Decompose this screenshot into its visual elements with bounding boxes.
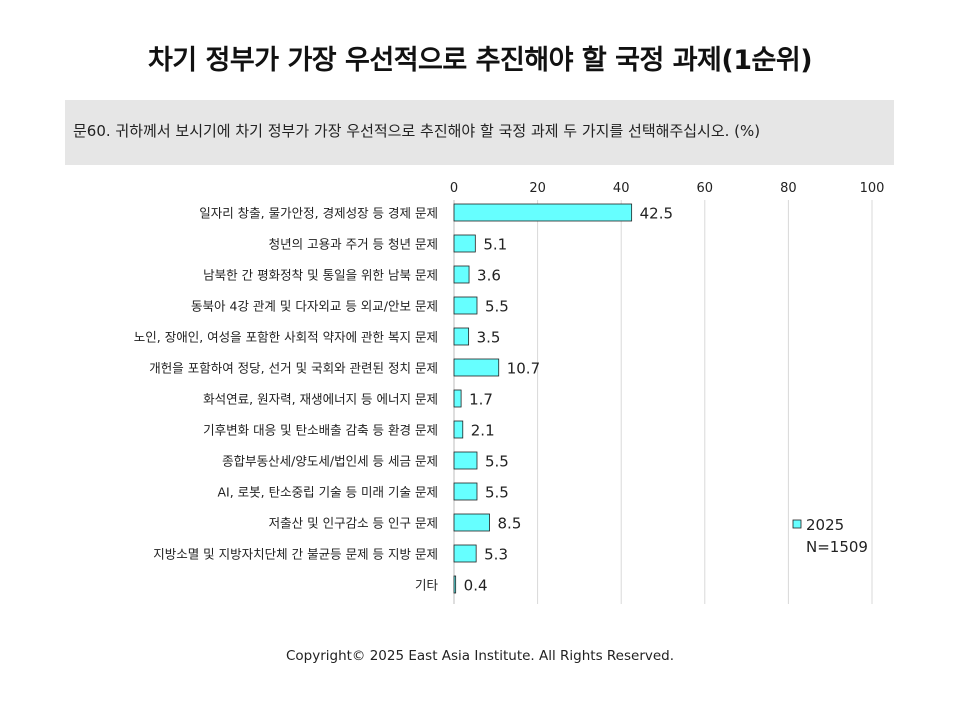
legend-series-name: 2025	[806, 516, 844, 534]
bar	[453, 513, 490, 532]
category-label: 지방소멸 및 지방자치단체 간 불균등 문제 등 지방 문제	[153, 547, 438, 562]
bar	[453, 265, 470, 284]
bar	[453, 234, 476, 253]
data-label: 42.5	[640, 205, 673, 223]
x-tick-label: 40	[613, 181, 630, 196]
category-label: 종합부동산세/양도세/법인세 등 세금 문제	[222, 454, 438, 469]
category-label: 청년의 고용과 주거 등 청년 문제	[269, 237, 438, 252]
x-tick-label: 0	[450, 181, 458, 196]
category-label: 일자리 창출, 물가안정, 경제성장 등 경제 문제	[199, 206, 438, 221]
bar	[453, 575, 457, 594]
question-text: 문60. 귀하께서 보시기에 차기 정부가 가장 우선적으로 추진해야 할 국정…	[65, 100, 894, 165]
legend-sample-size: N=1509	[806, 538, 868, 556]
legend-swatch	[792, 519, 802, 529]
x-tick-label: 20	[529, 181, 546, 196]
data-label: 3.5	[477, 329, 501, 347]
data-label: 5.5	[485, 484, 509, 502]
bar	[453, 389, 462, 408]
category-label: 저출산 및 인구감소 등 인구 문제	[269, 516, 438, 531]
bar	[453, 451, 478, 470]
copyright-footer: Copyright© 2025 East Asia Institute. All…	[285, 648, 675, 664]
bar	[453, 203, 633, 222]
x-tick-label: 80	[780, 181, 797, 196]
chart-title: 차기 정부가 가장 우선적으로 추진해야 할 국정 과제(1순위)	[147, 45, 813, 76]
category-label: 기후변화 대응 및 탄소배출 감축 등 환경 문제	[203, 423, 438, 438]
bar	[453, 420, 464, 439]
x-tick-label: 60	[697, 181, 714, 196]
category-label: 남북한 간 평화정착 및 통일을 위한 남북 문제	[203, 268, 438, 283]
bar-chart: 0 20 40 60 80 100 일자리 창출, 물가안정, 경제성장 등 경제 문제 42…	[134, 181, 885, 604]
data-label: 5.3	[484, 546, 508, 564]
data-label: 5.5	[485, 298, 509, 316]
category-label: 화석연료, 원자력, 재생에너지 등 에너지 문제	[203, 392, 438, 407]
bar	[453, 358, 500, 377]
data-label: 3.6	[477, 267, 501, 285]
category-label: 기타	[415, 578, 439, 593]
bar	[453, 296, 478, 315]
data-label: 8.5	[498, 515, 522, 533]
data-label: 5.5	[485, 453, 509, 471]
category-label: 동북아 4강 관계 및 다자외교 등 외교/안보 문제	[191, 299, 438, 314]
data-label: 0.4	[464, 577, 488, 595]
category-label: AI, 로봇, 탄소중립 기술 등 미래 기술 문제	[218, 485, 439, 500]
data-label: 1.7	[469, 391, 493, 409]
category-label: 개헌을 포함하여 정당, 선거 및 국회와 관련된 정치 문제	[149, 361, 438, 376]
data-label: 5.1	[483, 236, 507, 254]
data-label: 10.7	[507, 360, 540, 378]
bar	[453, 327, 470, 346]
data-label: 2.1	[471, 422, 495, 440]
category-label: 노인, 장애인, 여성을 포함한 사회적 약자에 관한 복지 문제	[134, 330, 438, 345]
bar	[453, 544, 477, 563]
x-tick-label: 100	[860, 181, 885, 196]
bar	[453, 482, 478, 501]
